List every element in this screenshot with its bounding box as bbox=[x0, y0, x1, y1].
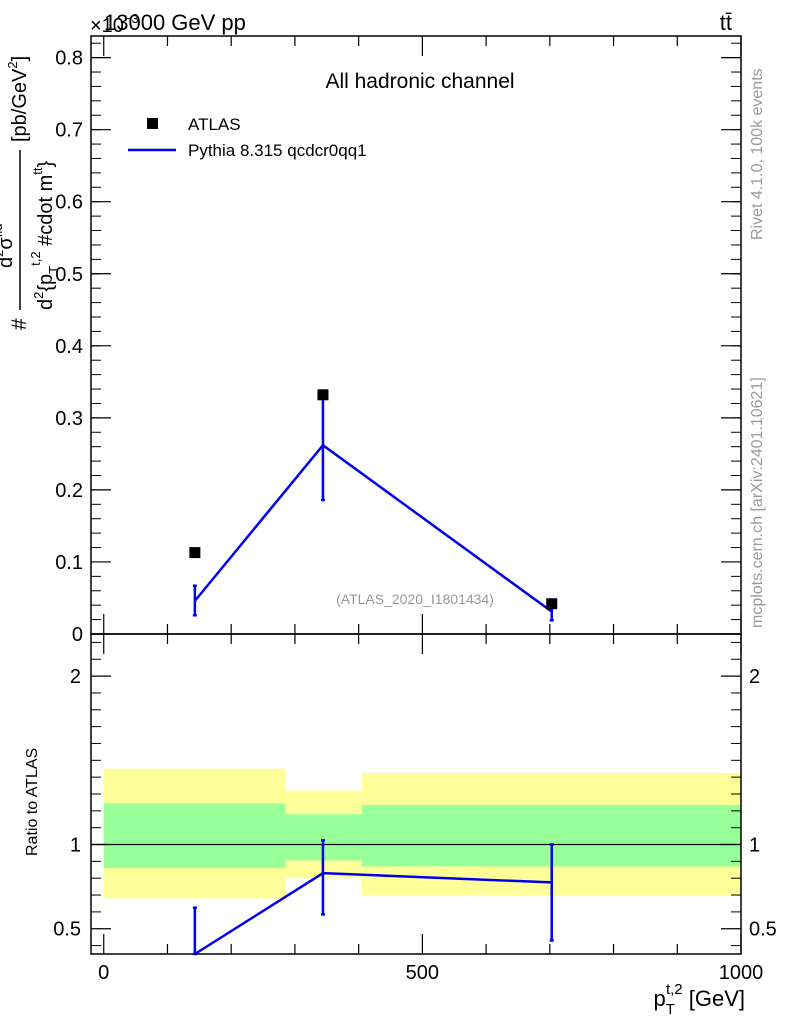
ylabel-den-sup: 2 bbox=[31, 292, 46, 299]
ylabel-units-close: ] bbox=[9, 56, 31, 62]
ylabel-num-sigma: σ bbox=[0, 237, 17, 250]
xlabel-main: p bbox=[654, 986, 666, 1011]
ratio-ytick-label-left: 0.5 bbox=[53, 919, 81, 941]
mcplots-label: mcplots.cern.ch [arXiv:2401.10621] bbox=[749, 377, 766, 628]
ylabel-units: [pb/GeV bbox=[9, 68, 31, 142]
svg-text:d2{pTt,2 #cdot mtt}: d2{pTt,2 #cdot mtt} bbox=[28, 160, 61, 310]
x-tick-label: 0 bbox=[98, 962, 109, 984]
xlabel-units: [GeV] bbox=[683, 986, 745, 1011]
main-ytick-label: 0 bbox=[72, 624, 83, 646]
svg-text:#: # bbox=[8, 318, 31, 330]
y-scale-prefix: ×10 bbox=[90, 15, 124, 37]
main-title: All hadronic channel bbox=[325, 70, 514, 93]
atlas-data-point bbox=[317, 389, 329, 401]
main-ytick-label: 0.7 bbox=[55, 120, 83, 142]
y-scale-multiplier: ×10−3 bbox=[90, 11, 139, 37]
ratio-ytick-label-left: 2 bbox=[70, 666, 81, 688]
ylabel-hash: # bbox=[8, 318, 31, 330]
ylabel-den-brace: {p bbox=[35, 274, 57, 292]
ratio-band-inner-0 bbox=[103, 803, 286, 869]
ylabel-den-close: } bbox=[35, 160, 57, 167]
y-scale-exponent: −3 bbox=[124, 11, 139, 26]
main-y-axis-label: # d2σfid d2{pTt,2 #cdot mtt} [pb/GeV2] bbox=[0, 56, 61, 330]
ratio-y-axis-label: Ratio to ATLAS bbox=[24, 748, 41, 856]
ratio-ytick-label-left: 1 bbox=[70, 835, 81, 857]
process-label: tt̄ bbox=[720, 10, 732, 35]
ylabel-den-cdot: #cdot m bbox=[35, 175, 57, 252]
ratio-ytick-label-right: 1 bbox=[749, 835, 760, 857]
ylabel-num-d: d bbox=[0, 257, 17, 268]
main-ytick-label: 0.6 bbox=[55, 192, 83, 214]
legend-mc-label: Pythia 8.315 qcdcr0qq1 bbox=[188, 141, 367, 160]
legend-atlas-label: ATLAS bbox=[188, 115, 241, 134]
main-ytick-label: 0.1 bbox=[55, 552, 83, 574]
energy-label: 13000 GeV pp bbox=[104, 10, 246, 35]
main-ytick-label: 0.2 bbox=[55, 480, 83, 502]
rivet-label: Rivet 4.1.0, 100k events bbox=[749, 68, 766, 240]
main-ytick-label: 0.5 bbox=[55, 264, 83, 286]
analysis-annotation: (ATLAS_2020_I1801434) bbox=[336, 591, 494, 607]
ylabel-units-sup: 2 bbox=[5, 61, 20, 68]
ratio-ytick-label-right: 0.5 bbox=[749, 919, 777, 941]
main-ytick-label: 0.3 bbox=[55, 408, 83, 430]
xlabel-sub: T bbox=[666, 1001, 675, 1018]
ylabel-den-msub: tt bbox=[30, 167, 45, 175]
ylabel-den-psub: T bbox=[46, 266, 61, 274]
atlas-data-point bbox=[189, 547, 201, 559]
ylabel-den-psup: t,2 bbox=[28, 251, 43, 265]
main-ytick-label: 0.4 bbox=[55, 336, 83, 358]
atlas-data-point bbox=[546, 598, 558, 610]
svg-text:d2σfid: d2σfid bbox=[0, 224, 17, 268]
ylabel-num-sub: fid bbox=[0, 224, 5, 238]
mc-line bbox=[193, 443, 553, 613]
legend-atlas-marker bbox=[147, 118, 158, 129]
ylabel-den-d: d bbox=[35, 299, 57, 310]
main-ytick-label: 0.8 bbox=[55, 48, 83, 70]
ratio-ytick-label-right: 2 bbox=[749, 666, 760, 688]
x-axis-label: pTt,2 [GeV] bbox=[654, 981, 745, 1018]
ylabel-num-sup: 2 bbox=[0, 250, 6, 257]
xlabel-sup: t,2 bbox=[666, 981, 683, 998]
x-tick-label: 500 bbox=[406, 962, 439, 984]
svg-text:[pb/GeV2]: [pb/GeV2] bbox=[5, 56, 31, 142]
x-tick-label: 1000 bbox=[719, 962, 764, 984]
